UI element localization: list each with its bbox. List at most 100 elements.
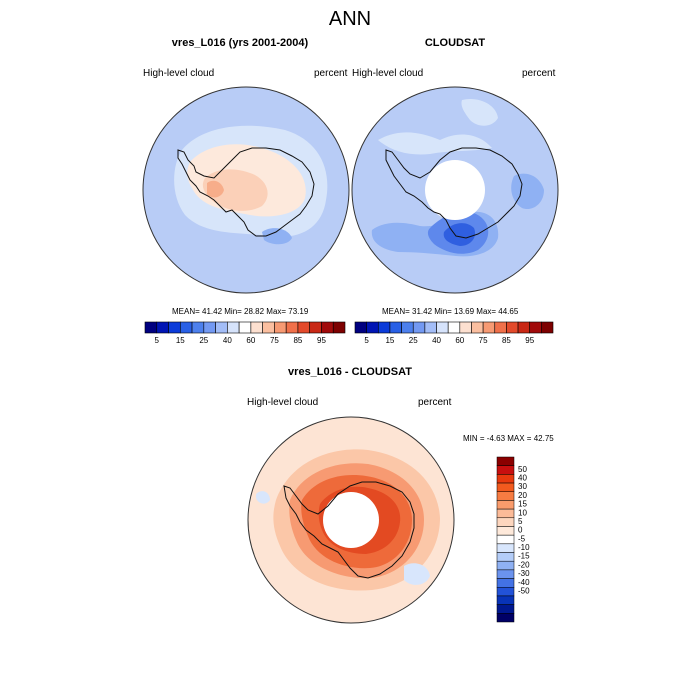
colorbar-swatch: [517, 321, 531, 334]
map-2-missing-data-hole: [425, 160, 485, 220]
colorbar-tick-label: -15: [518, 552, 530, 561]
colorbar-tick-label: 0: [518, 526, 523, 535]
map-1-peach-region: [202, 169, 268, 211]
colorbar-swatch: [366, 321, 379, 334]
map-1-coastline: [177, 147, 315, 237]
map-3-blue-spot: [404, 563, 430, 585]
colorbar-tick-label: 5: [518, 517, 523, 526]
colorbar-swatch: [321, 321, 334, 334]
colorbar-swatch: [496, 543, 515, 553]
colorbar-swatch: [262, 321, 275, 334]
colorbar-swatch: [496, 569, 515, 579]
colorbar-panel-1: 5 15 25 40 60 75 85 95: [144, 321, 346, 345]
panel-2-left-label: High-level cloud: [352, 68, 424, 79]
diff-panel-title: vres_L016 - CLOUDSAT: [288, 366, 412, 378]
colorbar-swatch: [424, 321, 437, 334]
colorbar-swatch: [496, 534, 515, 545]
diff-panel-stats: MIN = -4.63 MAX = 42.75: [463, 434, 554, 443]
colorbar-tick-label: 15: [518, 500, 527, 509]
diff-panel-units-label: percent: [418, 397, 452, 408]
colorbar-tick-label: 60: [246, 336, 255, 345]
colorbar-swatch: [529, 321, 542, 334]
map-3-missing-data-hole: [323, 492, 379, 548]
panel-1-left-label: High-level cloud: [143, 68, 215, 79]
panel-2-stats: MEAN= 31.42 Min= 13.69 Max= 44.65: [382, 307, 519, 316]
colorbar-swatch: [496, 508, 515, 519]
colorbar-tick-label: 5: [155, 336, 160, 345]
map-2-light-region: [378, 132, 492, 155]
colorbar-swatch: [401, 321, 414, 334]
colorbar-swatch: [496, 604, 515, 614]
colorbar-swatch: [144, 321, 158, 334]
colorbar-tick-label: 60: [455, 336, 464, 345]
map-3-west-blue-spot: [256, 491, 270, 504]
colorbar-tick-label: -40: [518, 578, 530, 587]
colorbar-swatch: [506, 321, 519, 334]
colorbar-panel-2: 5 15 25 40 60 75 85 95: [354, 321, 554, 345]
colorbar-swatch: [179, 321, 193, 334]
colorbar-swatch: [496, 456, 515, 466]
colorbar-tick-label: 95: [317, 336, 326, 345]
colorbar-swatch: [250, 321, 263, 334]
diff-panel-left-label: High-level cloud: [247, 397, 319, 408]
map-1-border: [142, 86, 350, 294]
colorbar-tick-label: 40: [518, 474, 527, 483]
panel-1-title: vres_L016 (yrs 2001-2004): [171, 37, 309, 49]
map-panel-diff: [247, 416, 455, 624]
colorbar-swatch: [285, 321, 299, 334]
map-3-coastline: [283, 481, 415, 579]
map-1-salmon-spot: [207, 180, 224, 198]
colorbar-swatch: [309, 321, 322, 334]
map-panel-2: [351, 86, 559, 294]
colorbar-swatch: [496, 595, 515, 605]
colorbar-swatch: [459, 321, 472, 334]
colorbar-tick-label: 75: [479, 336, 488, 345]
colorbar-swatch: [496, 578, 515, 588]
colorbar-swatch: [496, 474, 515, 484]
colorbar-tick-label: -30: [518, 569, 530, 578]
colorbar-swatch: [297, 321, 311, 334]
colorbar-tick-label: 85: [502, 336, 511, 345]
colorbar-swatch: [482, 321, 496, 334]
colorbar-tick-label: -20: [518, 560, 530, 569]
figure-title: ANN: [328, 8, 372, 30]
colorbar-tick-label: 30: [518, 482, 527, 491]
colorbar-swatch: [156, 321, 169, 334]
map-3-border: [247, 416, 455, 624]
colorbar-swatch: [541, 321, 554, 334]
map-2-border: [351, 86, 559, 294]
colorbar-swatch: [447, 321, 461, 334]
colorbar-tick-label: 10: [518, 508, 527, 517]
colorbar-swatch: [412, 321, 426, 334]
colorbar-tick-label: 95: [525, 336, 534, 345]
map-2-deep-blue-region: [443, 223, 476, 246]
colorbar-swatch: [496, 552, 515, 562]
colorbar-swatch: [168, 321, 181, 334]
map-panel-1: [142, 86, 350, 294]
colorbar-tick-label: 40: [432, 336, 441, 345]
colorbar-swatch: [496, 482, 515, 492]
colorbar-swatch: [496, 526, 515, 536]
colorbar-tick-label: 15: [176, 336, 185, 345]
colorbar-swatch: [238, 321, 252, 334]
colorbar-swatch: [496, 517, 515, 527]
colorbar-swatch: [496, 560, 515, 571]
map-1-blue-spot: [262, 228, 292, 245]
colorbar-swatch: [494, 321, 507, 334]
colorbar-tick-label: 25: [199, 336, 208, 345]
colorbar-swatch: [496, 500, 515, 510]
colorbar-tick-label: 20: [518, 491, 527, 500]
colorbar-tick-label: -5: [518, 534, 526, 543]
colorbar-swatch: [496, 465, 515, 475]
colorbar-tick-label: -50: [518, 586, 530, 595]
map-2-light-spot: [461, 98, 498, 126]
colorbar-swatch: [332, 321, 346, 334]
map-2-coastline: [385, 147, 523, 239]
colorbar-swatch: [354, 321, 367, 334]
colorbar-tick-label: 50: [518, 465, 527, 474]
colorbar-swatch: [389, 321, 402, 334]
colorbar-swatch: [377, 321, 391, 334]
map-2-east-blue: [511, 173, 544, 210]
